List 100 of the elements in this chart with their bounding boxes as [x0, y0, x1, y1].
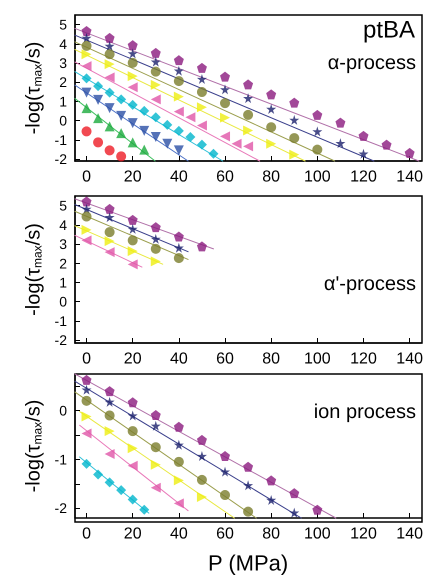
point [243, 110, 254, 120]
point [150, 410, 161, 420]
point [174, 145, 184, 156]
point [196, 492, 207, 502]
point [82, 49, 92, 60]
point [116, 110, 126, 121]
y-tick-label: 1 [59, 274, 68, 290]
annotation: α-process [328, 52, 416, 74]
point [82, 196, 92, 206]
point [128, 246, 138, 256]
point [266, 89, 276, 100]
point [150, 234, 161, 244]
point [93, 470, 104, 480]
x-tick-label: 80 [262, 350, 280, 368]
point [150, 256, 161, 266]
point [196, 474, 207, 485]
point [82, 384, 92, 395]
point [220, 451, 230, 462]
point [128, 235, 138, 246]
point [312, 110, 322, 120]
x-axis-title: P (MPa) [208, 550, 288, 576]
point [174, 475, 184, 486]
point [243, 125, 254, 136]
point [174, 126, 184, 136]
point [220, 98, 230, 108]
point [128, 214, 138, 225]
point [196, 87, 207, 98]
y-tick-label: 0 [59, 112, 68, 129]
point [128, 224, 138, 234]
point [335, 118, 346, 128]
point [128, 443, 138, 454]
point [174, 498, 184, 508]
point [104, 32, 115, 43]
point [196, 62, 207, 73]
point [312, 144, 322, 155]
x-tick-label: 0 [82, 168, 92, 186]
point [82, 73, 92, 84]
point [162, 120, 172, 130]
point [128, 460, 138, 471]
point [196, 434, 207, 445]
y-tick-label: -1 [54, 312, 68, 329]
point [174, 92, 184, 102]
point [93, 113, 104, 124]
point [404, 148, 415, 158]
point [196, 140, 207, 150]
x-tick-label: 140 [396, 526, 424, 542]
point [82, 374, 92, 385]
point [174, 66, 184, 76]
x-tick-label: 40 [170, 168, 188, 186]
x-tick-label: 60 [216, 526, 234, 542]
x-tick-label: 120 [350, 526, 377, 542]
y-tick-label: -1 [54, 132, 68, 148]
point [150, 80, 161, 90]
x-tick-label: 0 [82, 350, 92, 368]
point [196, 451, 207, 462]
y-tick-label: 2 [59, 74, 68, 90]
point [196, 120, 207, 130]
point [128, 48, 138, 58]
point [312, 126, 322, 136]
point [104, 426, 115, 436]
x-tick-label: 20 [124, 350, 142, 368]
point [266, 494, 276, 505]
point [289, 508, 300, 518]
point [174, 440, 184, 450]
point [174, 106, 184, 117]
point [104, 72, 115, 82]
point [139, 504, 150, 515]
point [289, 133, 300, 144]
point [220, 490, 230, 500]
point [174, 76, 184, 86]
point [150, 56, 161, 67]
point [104, 204, 115, 214]
point [358, 148, 368, 159]
point [174, 55, 184, 66]
point [174, 422, 184, 432]
point [174, 253, 184, 264]
y-tick-label: -2 [54, 332, 68, 348]
point [116, 128, 126, 138]
point [312, 504, 322, 515]
x-tick-label: 60 [216, 168, 234, 186]
point [150, 112, 161, 122]
y-tick-label: 2 [59, 255, 68, 272]
point [104, 449, 115, 460]
y-tick-label: 4 [59, 216, 68, 233]
point [382, 140, 392, 150]
x-tick-label: 100 [304, 526, 331, 542]
y-tick-label: 5 [59, 16, 68, 33]
y-tick-label: -1 [54, 451, 68, 468]
point [139, 106, 150, 116]
point [82, 235, 92, 246]
point [174, 456, 184, 467]
point [128, 58, 138, 68]
y-tick-label: -2 [54, 500, 68, 516]
point [150, 132, 161, 142]
y-tick-label: 4 [59, 36, 68, 52]
y-tick-label: 3 [59, 236, 68, 252]
y-tick-label: 1 [59, 93, 68, 110]
y-tick-label: 0 [59, 402, 68, 419]
point [150, 442, 161, 452]
point [128, 494, 138, 504]
